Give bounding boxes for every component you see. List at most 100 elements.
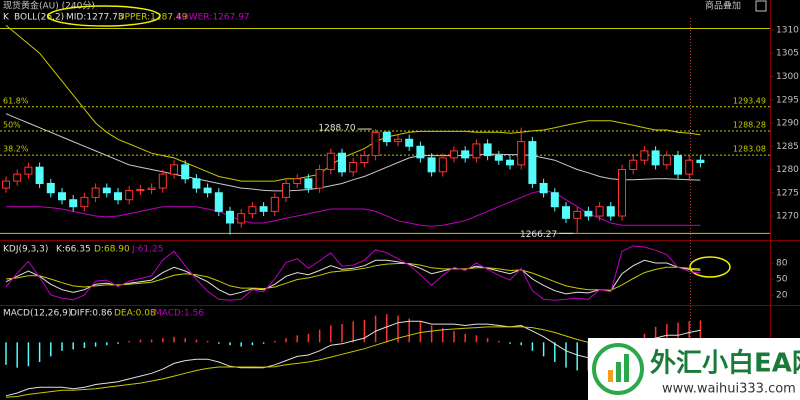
level-name: 61.8% [3,96,29,105]
candle-body [203,187,212,194]
indicator-line [5,326,701,398]
candle-body [584,210,593,217]
y-tick-label: 1300 [776,72,799,82]
y-tick-label: 50 [776,275,788,285]
watermark-logo [608,370,613,382]
boll-line [5,24,701,182]
band-label: LOWER:1267.97 [177,13,250,23]
menu-icon[interactable] [755,0,767,12]
level-name: 38.2% [3,145,29,154]
annotation-label: 1288.70 [318,124,355,134]
series-label: K:66.35 [56,245,91,255]
candle-body [80,196,89,208]
candle-body [293,178,302,184]
y-tick-label: 80 [776,259,788,269]
candle-body [282,182,290,198]
candle-body [629,159,638,171]
candle-body [394,138,402,143]
watermark: 外汇小白EA网 www.waihui333.com [588,338,800,400]
watermark-name: 外汇小白EA网 [650,348,800,379]
candle-body [13,173,22,182]
candle-body [640,150,649,161]
y-tick-label: 1310 [776,25,799,35]
candle-body [483,143,492,157]
candle-body [550,192,559,208]
highlight-ellipse [689,256,731,278]
candle-body [427,157,436,173]
candle-body [595,206,604,217]
candle-body [573,210,582,219]
watermark-logo [616,362,621,382]
watermark-url: www.waihui333.com [662,382,796,397]
candle-body [114,192,122,201]
candle-body [685,159,694,175]
level-value: 1283.08 [733,145,766,154]
panel-title: KDJ(9,3,3) [3,245,48,255]
candle-body [259,206,268,212]
candle-body [416,145,425,159]
menu-button[interactable]: 商品叠加 [705,0,741,12]
candle-body [674,155,682,175]
candle-body [181,164,190,180]
candle-body [382,131,391,143]
indicator-line [5,245,701,301]
candle-body [349,162,358,173]
candle-body [371,131,380,157]
candle-body [606,206,615,217]
candle-body [24,166,33,175]
candle-body [214,192,223,212]
y-tick-label: 1285 [776,142,799,152]
candle-body [304,178,313,189]
candle-body [438,157,447,173]
candle-body [35,166,44,184]
candle-body [69,199,78,208]
band-label: MID:1277.73 [66,13,124,23]
panel-title: K [3,13,10,23]
candle-body [338,152,346,173]
candle-body [46,182,55,194]
y-tick-label: 1295 [776,95,799,105]
annotation-label: 1266.27 [520,230,557,240]
level-name: 50% [3,120,21,129]
candle-body [158,173,167,189]
candle-body [136,188,145,191]
highlight-ellipse [47,5,161,27]
level-value: 1293.49 [733,96,766,105]
boll-line [5,113,701,192]
candle-body [315,169,324,189]
candle-body [539,182,548,194]
candle-body [237,213,246,224]
watermark-logo [592,343,644,395]
candle-body [618,169,626,217]
level-value: 1288.28 [733,120,766,129]
watermark-box [588,338,800,400]
candle-body [494,155,503,161]
band-label: UPPER:1287.49 [118,13,188,23]
series-label: DEA:0.08 [114,309,156,319]
panel-title: MACD(12,26,9) [3,309,71,319]
candle-body [326,152,335,171]
candle-body [472,143,481,159]
series-label: MACD:1.56 [154,309,204,319]
candle-body [125,189,134,201]
indicator-line [5,320,701,397]
candle-body [226,210,234,224]
candle-body [58,192,66,201]
candle-body [405,138,414,147]
watermark-logo [624,354,629,382]
candle-body [192,178,201,189]
candle-body [696,159,705,164]
candle-body [102,187,111,194]
candle-body [528,141,537,184]
y-tick-label: 1290 [776,119,799,129]
indicator-name: BOLL(26,2) [14,13,64,23]
candle-body [248,206,257,215]
y-tick-label: 1270 [776,212,799,222]
y-tick-label: 1275 [776,188,799,198]
candle-body [270,196,279,212]
candle-body [450,150,458,159]
series-label: J:61.25 [131,245,163,255]
y-tick-label: 1280 [776,165,799,175]
